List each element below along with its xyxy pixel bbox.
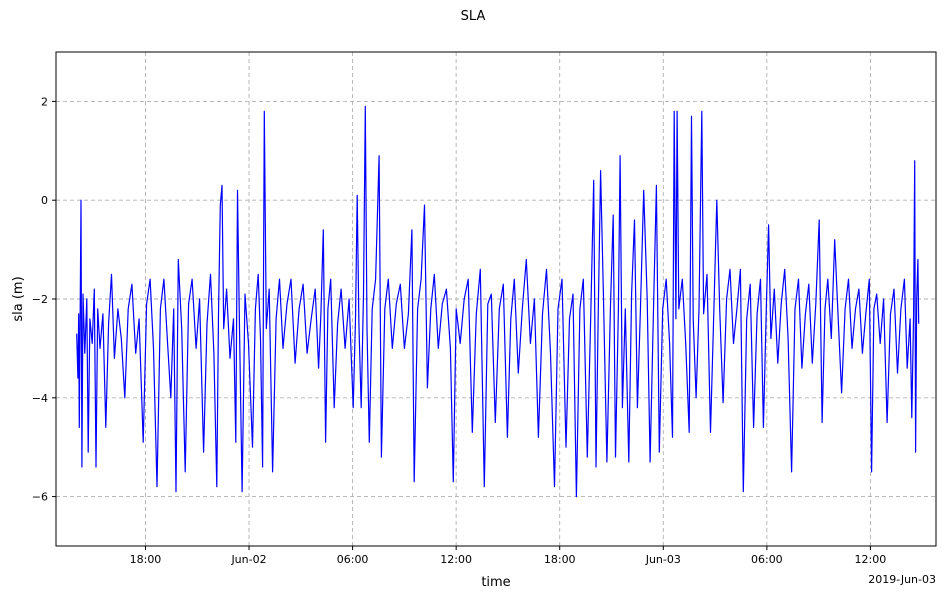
x-tick-label: Jun-02 xyxy=(230,553,266,566)
x-tick-label: 18:00 xyxy=(544,553,576,566)
plot-frame xyxy=(55,51,937,547)
y-axis-title: sla (m) xyxy=(11,276,26,321)
x-axis-title: time xyxy=(481,575,510,590)
x-tick-label: 06:00 xyxy=(751,553,783,566)
x-offset-label: 2019-Jun-03 xyxy=(868,573,936,586)
y-tick-label: −6 xyxy=(32,491,48,504)
series-layer xyxy=(76,105,920,498)
x-tick-label: Jun-03 xyxy=(645,553,681,566)
y-tick-label: 2 xyxy=(41,95,48,108)
y-tick-label: −4 xyxy=(32,392,48,405)
sla-series-line xyxy=(76,105,920,498)
chart-title: SLA xyxy=(461,9,486,24)
x-tick-label: 12:00 xyxy=(440,553,472,566)
y-tick-label: −2 xyxy=(32,293,48,306)
axis-ticks: 18:00 Jun-02 06:00 12:00 18:00 Jun-03 06:00 12:… xyxy=(32,95,886,566)
y-tick-label: 0 xyxy=(41,194,48,207)
x-tick-label: 12:00 xyxy=(855,553,887,566)
grid-lines xyxy=(56,52,936,546)
x-tick-label: 18:00 xyxy=(130,553,162,566)
x-tick-label: 06:00 xyxy=(337,553,369,566)
